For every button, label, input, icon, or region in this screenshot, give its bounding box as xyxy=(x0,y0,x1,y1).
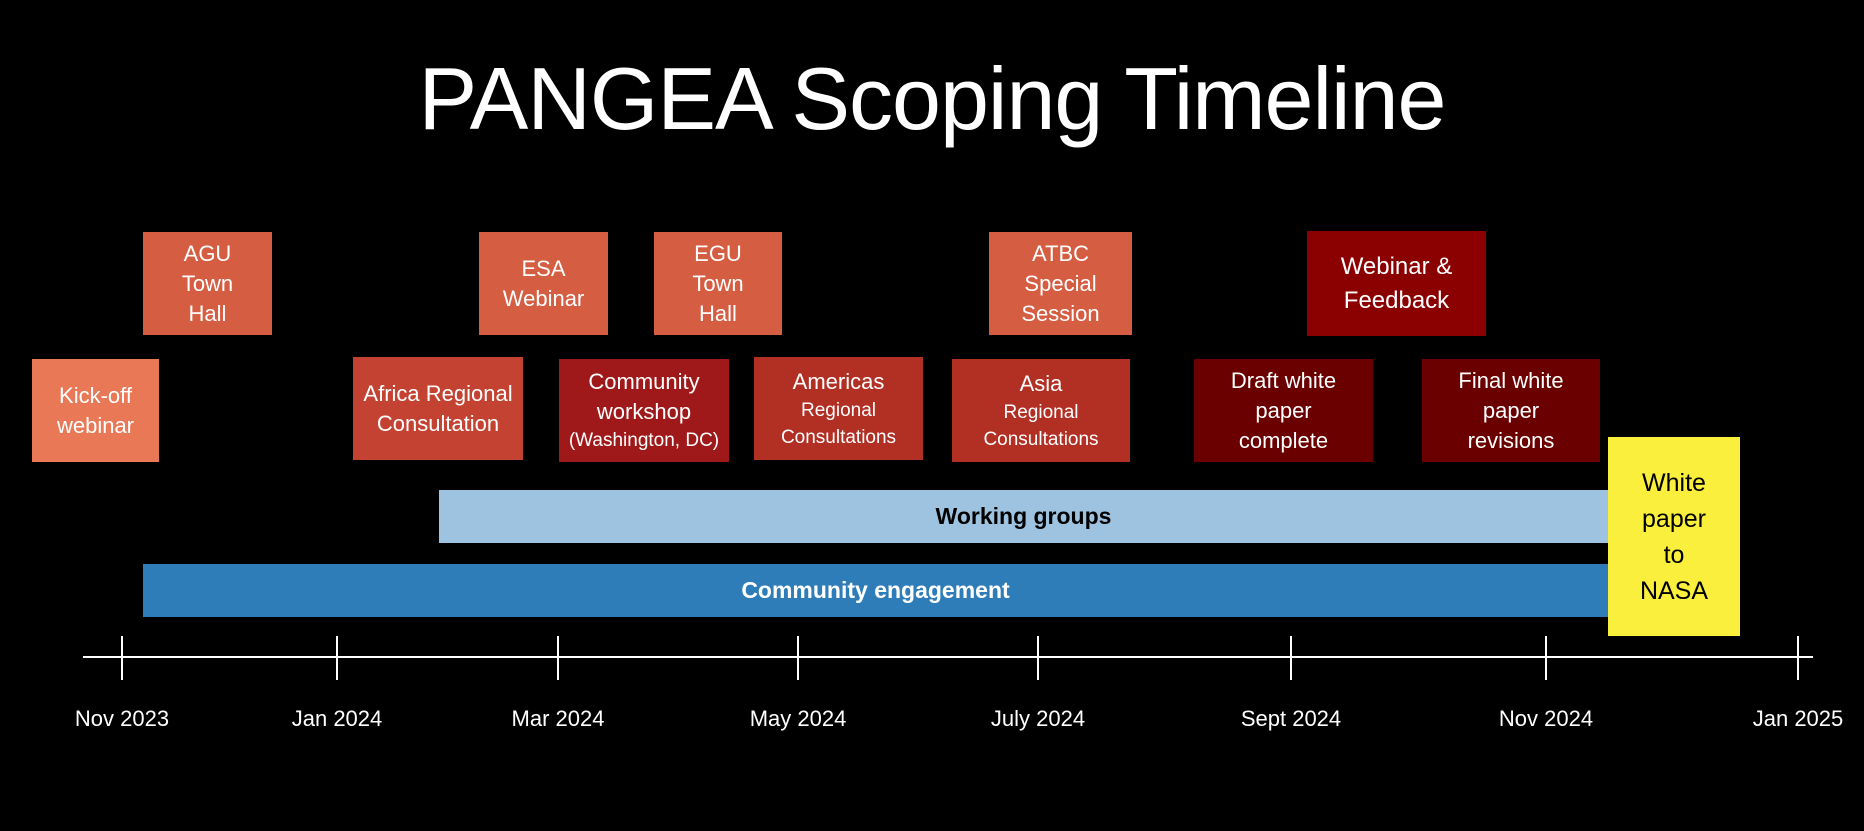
axis-tick-label: Jan 2024 xyxy=(291,706,383,731)
event-label: ESA Webinar xyxy=(502,255,585,311)
axis-tick xyxy=(121,636,123,680)
axis-tick-label: Jan 2025 xyxy=(1752,706,1844,731)
timeline-axis xyxy=(83,656,1813,658)
event-final-revisions: Final white paper revisions xyxy=(1422,359,1600,462)
event-label: Kick-off webinar xyxy=(56,382,135,438)
event-agu-town-hall: AGU Town Hall xyxy=(143,232,272,335)
event-sublabel: (Washington, DC) xyxy=(568,430,720,451)
event-webinar-feedback: Webinar & Feedback xyxy=(1307,231,1486,336)
event-esa-webinar: ESA Webinar xyxy=(479,232,608,335)
event-americas-consultations: Americas Regional Consultations xyxy=(754,357,923,460)
event-label: Asia xyxy=(1019,370,1063,396)
axis-tick-label: Nov 2024 xyxy=(1498,706,1594,731)
axis-tick-label: Mar 2024 xyxy=(511,706,605,731)
bar-label: Working groups xyxy=(935,503,1112,529)
bar-label: Community engagement xyxy=(741,577,1010,603)
event-draft-white-paper: Draft white paper complete xyxy=(1194,359,1373,462)
event-label: Africa Regional Consultation xyxy=(363,380,513,436)
event-label: Americas xyxy=(792,368,885,394)
event-label: ATBC Special Session xyxy=(1021,240,1100,326)
event-label: Community workshop xyxy=(588,369,700,424)
event-asia-consultations: Asia Regional Consultations xyxy=(952,359,1130,462)
event-label: Final white paper revisions xyxy=(1458,367,1564,453)
event-atbc-special-session: ATBC Special Session xyxy=(989,232,1132,335)
axis-tick xyxy=(1037,636,1039,680)
event-label: AGU Town Hall xyxy=(181,240,234,326)
event-label: Webinar & Feedback xyxy=(1340,252,1453,314)
axis-tick xyxy=(557,636,559,680)
axis-tick xyxy=(336,636,338,680)
page-title: PANGEA Scoping Timeline xyxy=(418,49,1447,148)
event-sublabel: Regional Consultations xyxy=(983,401,1099,450)
event-sublabel: Regional Consultations xyxy=(780,399,897,448)
axis-tick-label: May 2024 xyxy=(749,706,847,731)
event-label: White paper to NASA xyxy=(1639,468,1709,605)
event-community-workshop: Community workshop (Washington, DC) xyxy=(559,359,729,462)
axis-tick-label: Sept 2024 xyxy=(1240,706,1342,731)
community-engagement-bar: Community engagement xyxy=(143,564,1608,617)
axis-tick xyxy=(1797,636,1799,680)
event-label: Draft white paper complete xyxy=(1230,367,1337,453)
event-kickoff-webinar: Kick-off webinar xyxy=(32,359,159,462)
event-white-paper-to-nasa: White paper to NASA xyxy=(1608,437,1740,636)
working-groups-bar: Working groups xyxy=(439,490,1608,543)
event-africa-consultation: Africa Regional Consultation xyxy=(353,357,523,460)
axis-tick xyxy=(1290,636,1292,680)
axis-tick-label: July 2024 xyxy=(990,706,1086,731)
event-egu-town-hall: EGU Town Hall xyxy=(654,232,782,335)
axis-tick xyxy=(1545,636,1547,680)
event-label: EGU Town Hall xyxy=(692,240,744,326)
axis-tick xyxy=(797,636,799,680)
axis-tick-label: Nov 2023 xyxy=(74,706,170,731)
